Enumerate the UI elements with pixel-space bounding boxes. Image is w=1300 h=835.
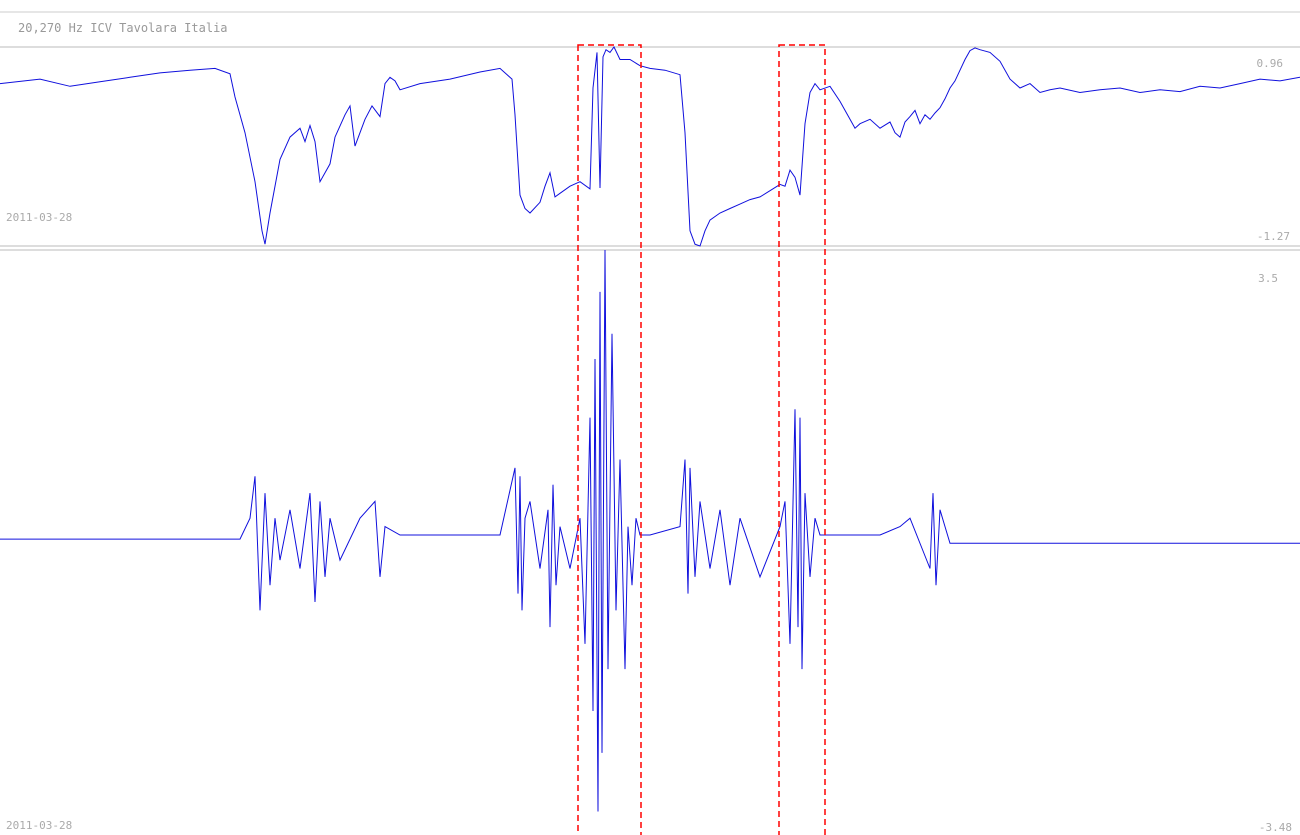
bottom-panel: 3.5 -3.48 2011-03-28 (0, 249, 1300, 834)
bottom-signal-line-0 (0, 249, 1300, 812)
highlight-box-0 (577, 44, 642, 835)
top-panel: 20,270 Hz ICV Tavolara Italia 0.96 -1.27… (0, 11, 1300, 247)
bottom-date-label: 2011-03-28 (6, 819, 72, 832)
top-date-label: 2011-03-28 (6, 211, 72, 224)
highlight-boxes-group (577, 44, 826, 835)
top-ymax-label: 0.96 (1257, 57, 1284, 70)
highlight-box-1 (778, 44, 826, 835)
bottom-ymax-label: 3.5 (1258, 272, 1278, 285)
top-signal-line-0 (0, 46, 1300, 247)
chart-title: 20,270 Hz ICV Tavolara Italia (18, 21, 228, 35)
bottom-ymin-label: -3.48 (1259, 821, 1292, 834)
top-ymin-label: -1.27 (1257, 230, 1290, 243)
top-series-group (0, 46, 1300, 247)
bottom-series-group (0, 249, 1300, 812)
